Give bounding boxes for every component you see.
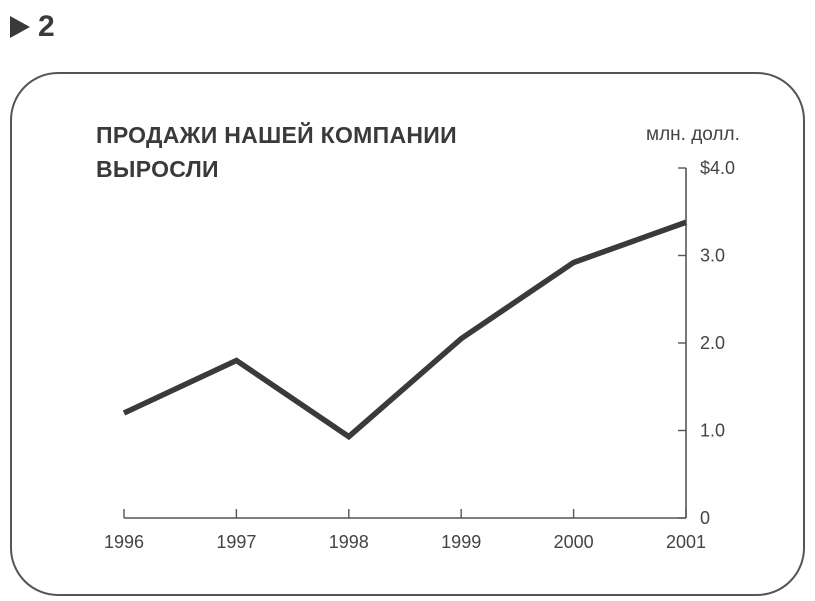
chart-title-line-1: ПРОДАЖИ НАШЕЙ КОМПАНИИ [96, 122, 457, 148]
x-tick-label: 1998 [329, 532, 369, 552]
triangle-marker-icon [10, 16, 30, 38]
y-tick-label: 3.0 [700, 246, 725, 266]
y-tick-label: 2.0 [700, 333, 725, 353]
y-tick-label: 0 [700, 508, 710, 528]
figure-number: 2 [38, 10, 55, 43]
chart-title: ПРОДАЖИ НАШЕЙ КОМПАНИИ ВЫРОСЛИ [96, 118, 457, 186]
x-tick-label: 2000 [554, 532, 594, 552]
x-tick-label: 1999 [441, 532, 481, 552]
y-axis-unit-label: млн. долл. [646, 124, 740, 145]
x-tick-label: 1997 [216, 532, 256, 552]
x-tick-label: 2001 [666, 532, 706, 552]
figure-marker: 2 [10, 12, 55, 42]
series-line [122, 219, 687, 441]
x-tick-label: 1996 [104, 532, 144, 552]
chart-title-line-2: ВЫРОСЛИ [96, 156, 219, 182]
y-tick-label: 1.0 [700, 421, 725, 441]
y-tick-label: $4.0 [700, 158, 735, 178]
chart-card [10, 72, 805, 596]
